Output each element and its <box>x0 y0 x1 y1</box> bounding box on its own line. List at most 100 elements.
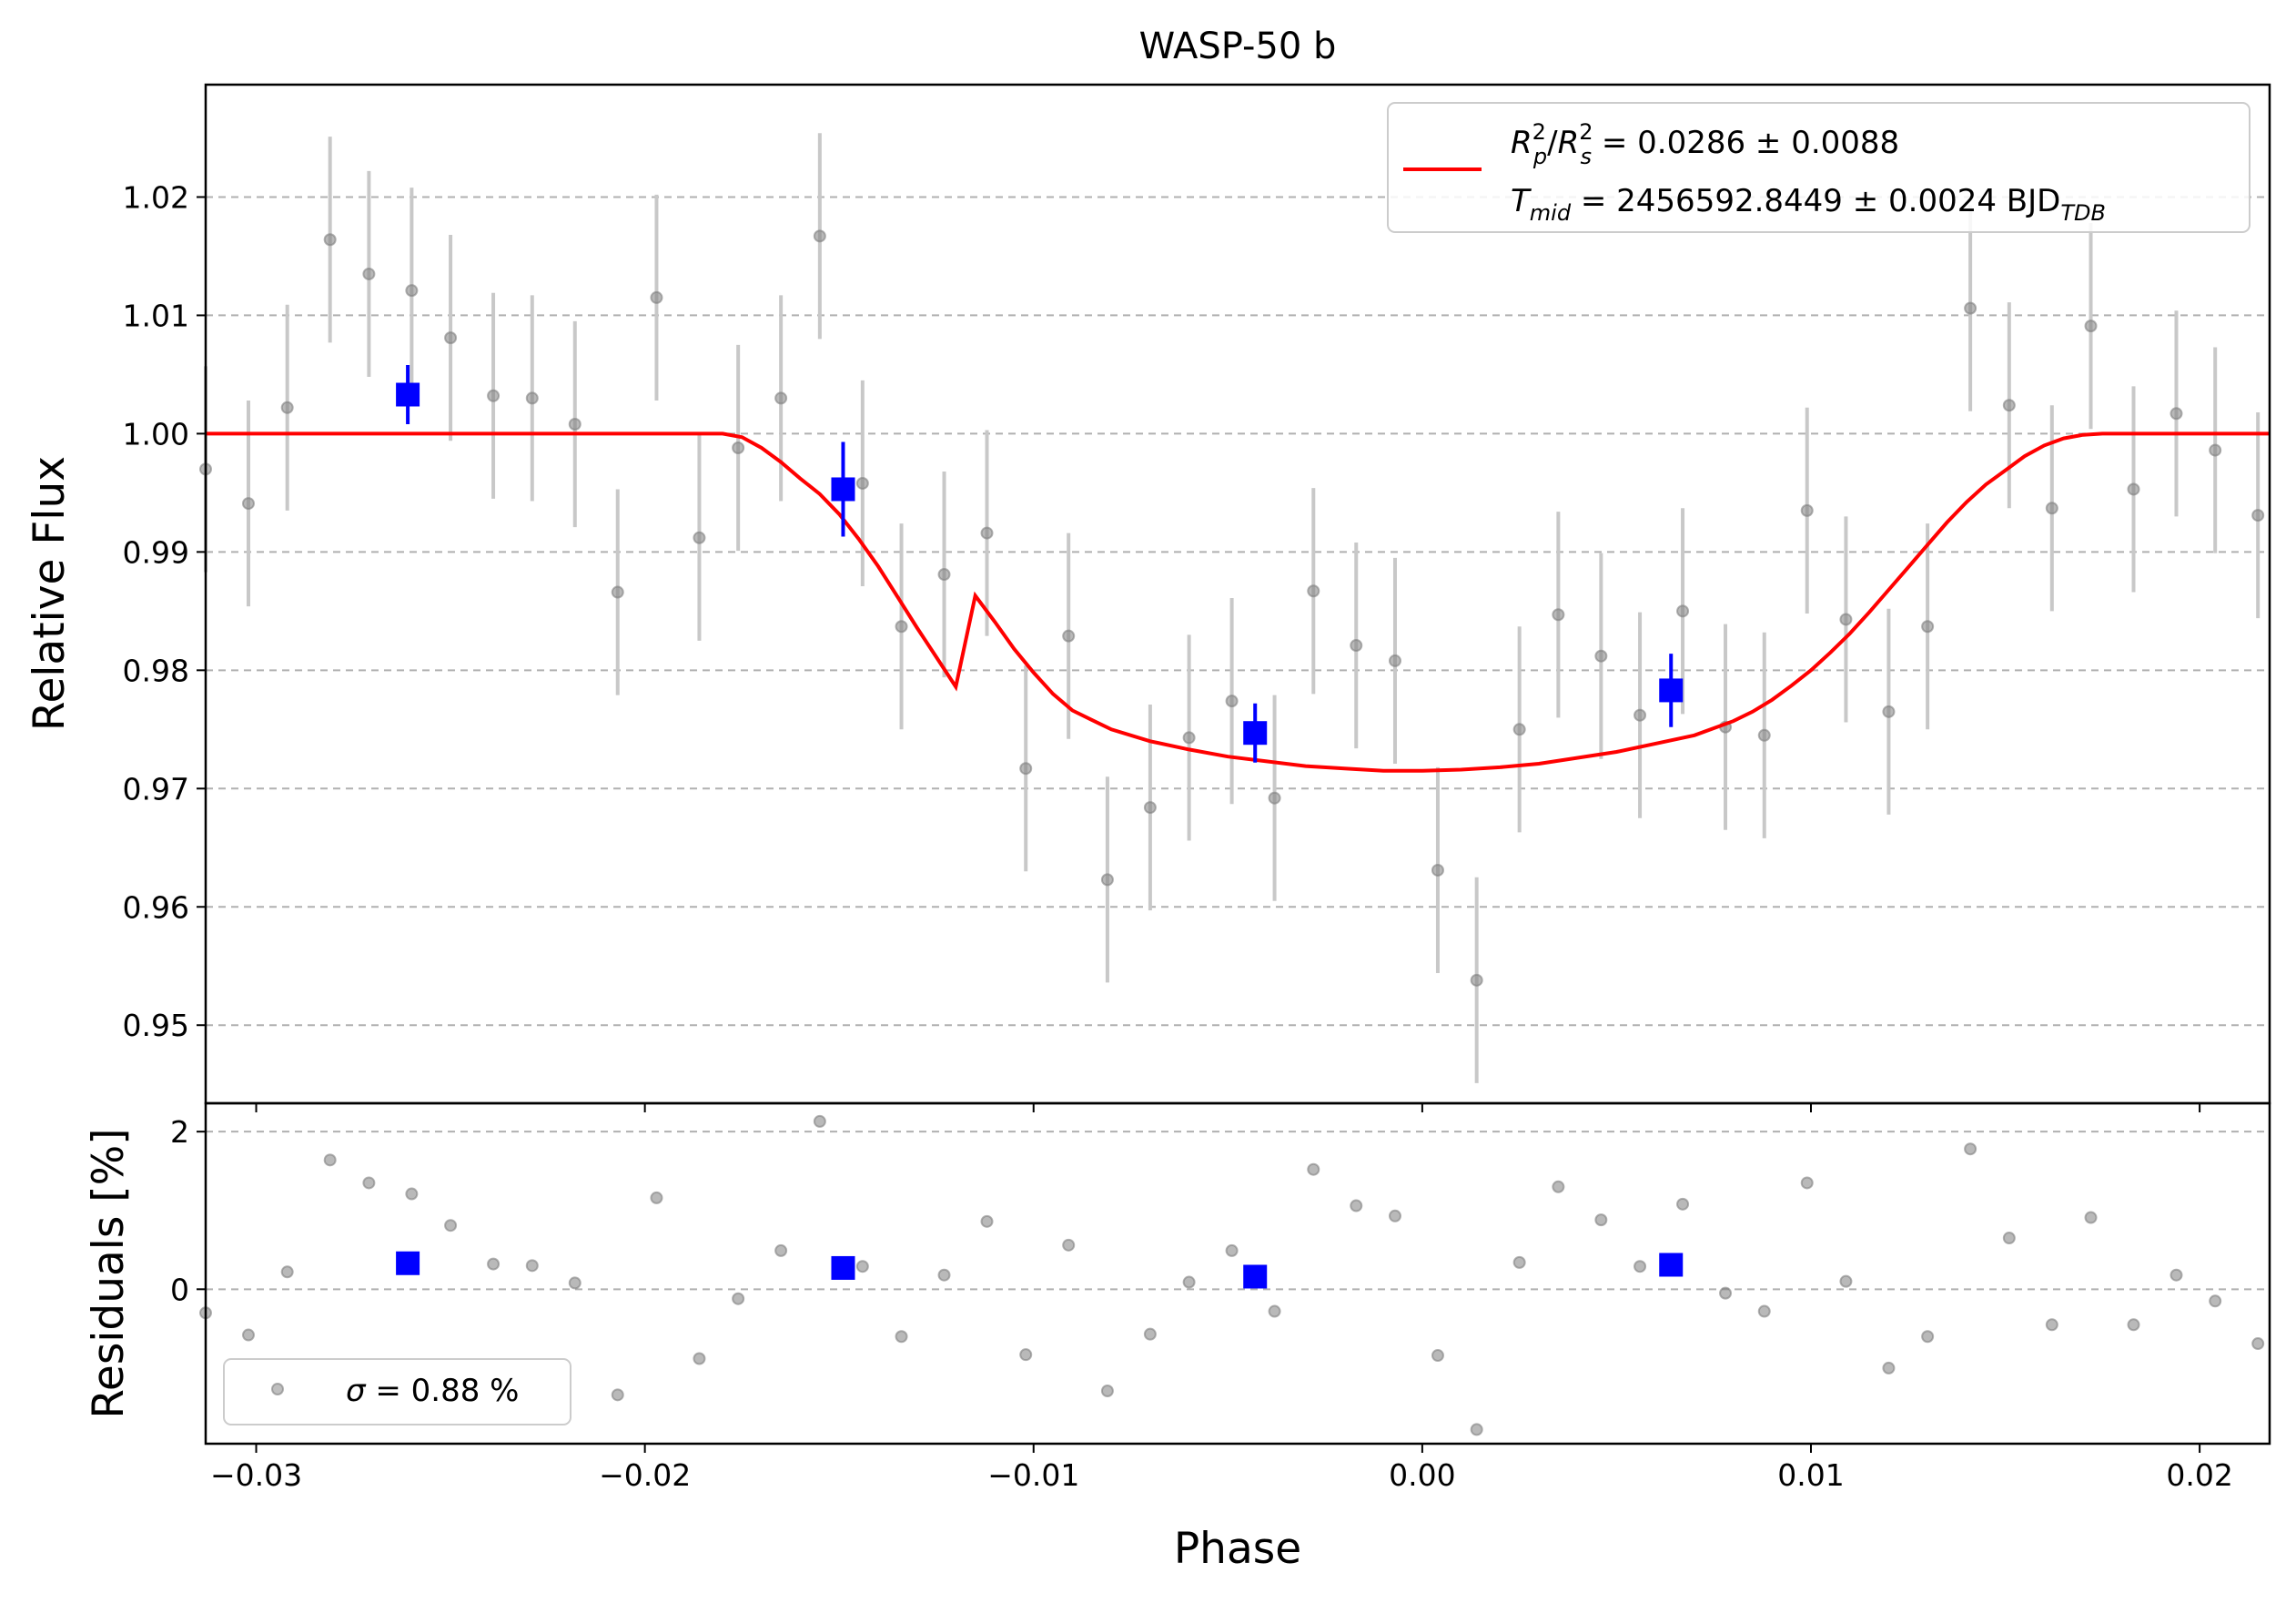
flux-point <box>693 531 706 544</box>
x-ticks: −0.03 −0.02 −0.01 0.00 0.01 0.02 <box>210 1103 2233 1493</box>
residuals-panel: 02 Residuals [%] σ = 0.88 % <box>84 1101 2271 1446</box>
residuals-gridlines <box>206 1131 2270 1291</box>
flux-point <box>2251 509 2265 522</box>
residual-point <box>323 1153 337 1167</box>
flux-point <box>1882 705 1896 718</box>
residuals-y-ticks: 02 <box>170 1114 206 1307</box>
x-tick-label: 0.00 <box>1389 1457 1455 1493</box>
transit-model-line <box>206 431 2270 773</box>
flux-point <box>855 476 869 490</box>
flux-point <box>362 267 376 280</box>
residual-point <box>2170 1268 2183 1282</box>
binned-residual-point <box>1243 1264 1268 1289</box>
flux-point <box>774 391 788 405</box>
flux-point <box>1143 801 1157 815</box>
flux-point <box>813 229 826 243</box>
binned-point <box>1243 721 1268 746</box>
flux-point <box>1019 762 1033 776</box>
flux-point <box>2209 443 2222 457</box>
flux-point <box>444 331 458 345</box>
flux-point <box>1757 728 1771 742</box>
flux-point <box>1182 731 1196 745</box>
flux-point <box>1839 613 1853 626</box>
residual-point <box>362 1176 376 1190</box>
flux-panel-frame <box>204 83 2271 1105</box>
residual-point <box>1470 1423 1483 1436</box>
residual-point <box>1143 1327 1157 1341</box>
flux-y-tick-label: 1.01 <box>123 298 189 333</box>
residual-point <box>2045 1318 2058 1332</box>
flux-y-tick-label: 0.96 <box>123 889 189 925</box>
flux-point <box>405 284 419 298</box>
flux-binned-points <box>396 365 1684 763</box>
residual-point <box>1757 1304 1771 1318</box>
flux-legend-rp-rs-text: R2 p/R2 s = 0.0286 ± 0.0088 <box>1511 119 1899 169</box>
x-tick-label: −0.02 <box>599 1457 691 1493</box>
flux-point <box>1225 695 1239 708</box>
x-tick-label: −0.01 <box>987 1457 1079 1493</box>
residuals-legend-marker <box>271 1383 284 1395</box>
residuals-y-tick-label: 0 <box>170 1272 189 1307</box>
flux-point <box>2002 399 2016 412</box>
flux-y-tick-label: 1.00 <box>123 416 189 451</box>
residual-point <box>1964 1142 1977 1156</box>
residuals-legend-box <box>223 1358 571 1425</box>
flux-y-tick-label: 0.98 <box>123 653 189 688</box>
flux-point <box>895 620 908 634</box>
residual-point <box>774 1243 788 1257</box>
binned-point <box>1659 678 1684 703</box>
residual-point <box>2084 1211 2098 1224</box>
residual-point <box>1633 1260 1647 1273</box>
residuals-binned-points <box>396 1251 1684 1289</box>
residual-point <box>2002 1232 2016 1245</box>
flux-point <box>2084 320 2098 333</box>
residual-point <box>1921 1330 1935 1344</box>
flux-point <box>1964 301 1977 315</box>
flux-errorbars <box>204 133 2261 1083</box>
residual-point <box>1350 1199 1363 1212</box>
flux-y-tick-label: 0.97 <box>123 771 189 807</box>
residual-point <box>444 1219 458 1233</box>
residuals-panel-frame <box>204 1101 2271 1446</box>
chart-title: WASP-50 b <box>1139 25 1337 67</box>
residual-point <box>280 1265 294 1279</box>
residual-point <box>1512 1255 1526 1269</box>
flux-y-tick-label: 1.02 <box>123 179 189 215</box>
residuals-y-tick-label: 2 <box>170 1114 189 1150</box>
residual-point <box>1225 1243 1239 1257</box>
residual-point <box>1307 1162 1320 1176</box>
residual-point <box>1100 1384 1114 1397</box>
binned-residual-point <box>396 1251 420 1275</box>
flux-point <box>1350 639 1363 653</box>
flux-y-tick-label: 0.95 <box>123 1008 189 1043</box>
flux-point <box>1633 708 1647 722</box>
flux-y-tick-label: 0.99 <box>123 534 189 570</box>
residual-point <box>732 1292 745 1305</box>
residuals-legend-text: σ = 0.88 % <box>346 1373 519 1409</box>
residual-point <box>1388 1209 1401 1223</box>
x-tick-label: 0.02 <box>2166 1457 2232 1493</box>
residual-point <box>1019 1348 1033 1362</box>
binned-point <box>396 382 420 407</box>
residual-point <box>487 1257 501 1271</box>
flux-legend-tmid-text: Tmid = 2456592.8449 ± 0.0024 BJDTDB <box>1511 183 2106 226</box>
flux-point <box>1552 608 1565 622</box>
flux-point <box>568 418 582 431</box>
flux-point <box>1268 791 1281 805</box>
residual-point <box>1594 1213 1608 1227</box>
binned-point <box>831 477 855 502</box>
binned-residual-point <box>1659 1253 1684 1277</box>
flux-point <box>1470 973 1483 987</box>
flux-y-axis-label: Relative Flux <box>25 456 75 731</box>
residual-point <box>1882 1361 1896 1375</box>
flux-point <box>525 391 539 405</box>
residual-point <box>405 1187 419 1201</box>
residual-point <box>1676 1197 1690 1211</box>
flux-point <box>1594 649 1608 663</box>
flux-point <box>1307 584 1320 598</box>
x-tick-label: 0.01 <box>1777 1457 1844 1493</box>
flux-point <box>2127 482 2140 496</box>
x-tick-label: −0.03 <box>210 1457 302 1493</box>
flux-legend: R2 p/R2 s = 0.0286 ± 0.0088 Tmid = 2456592… <box>1387 102 2250 233</box>
